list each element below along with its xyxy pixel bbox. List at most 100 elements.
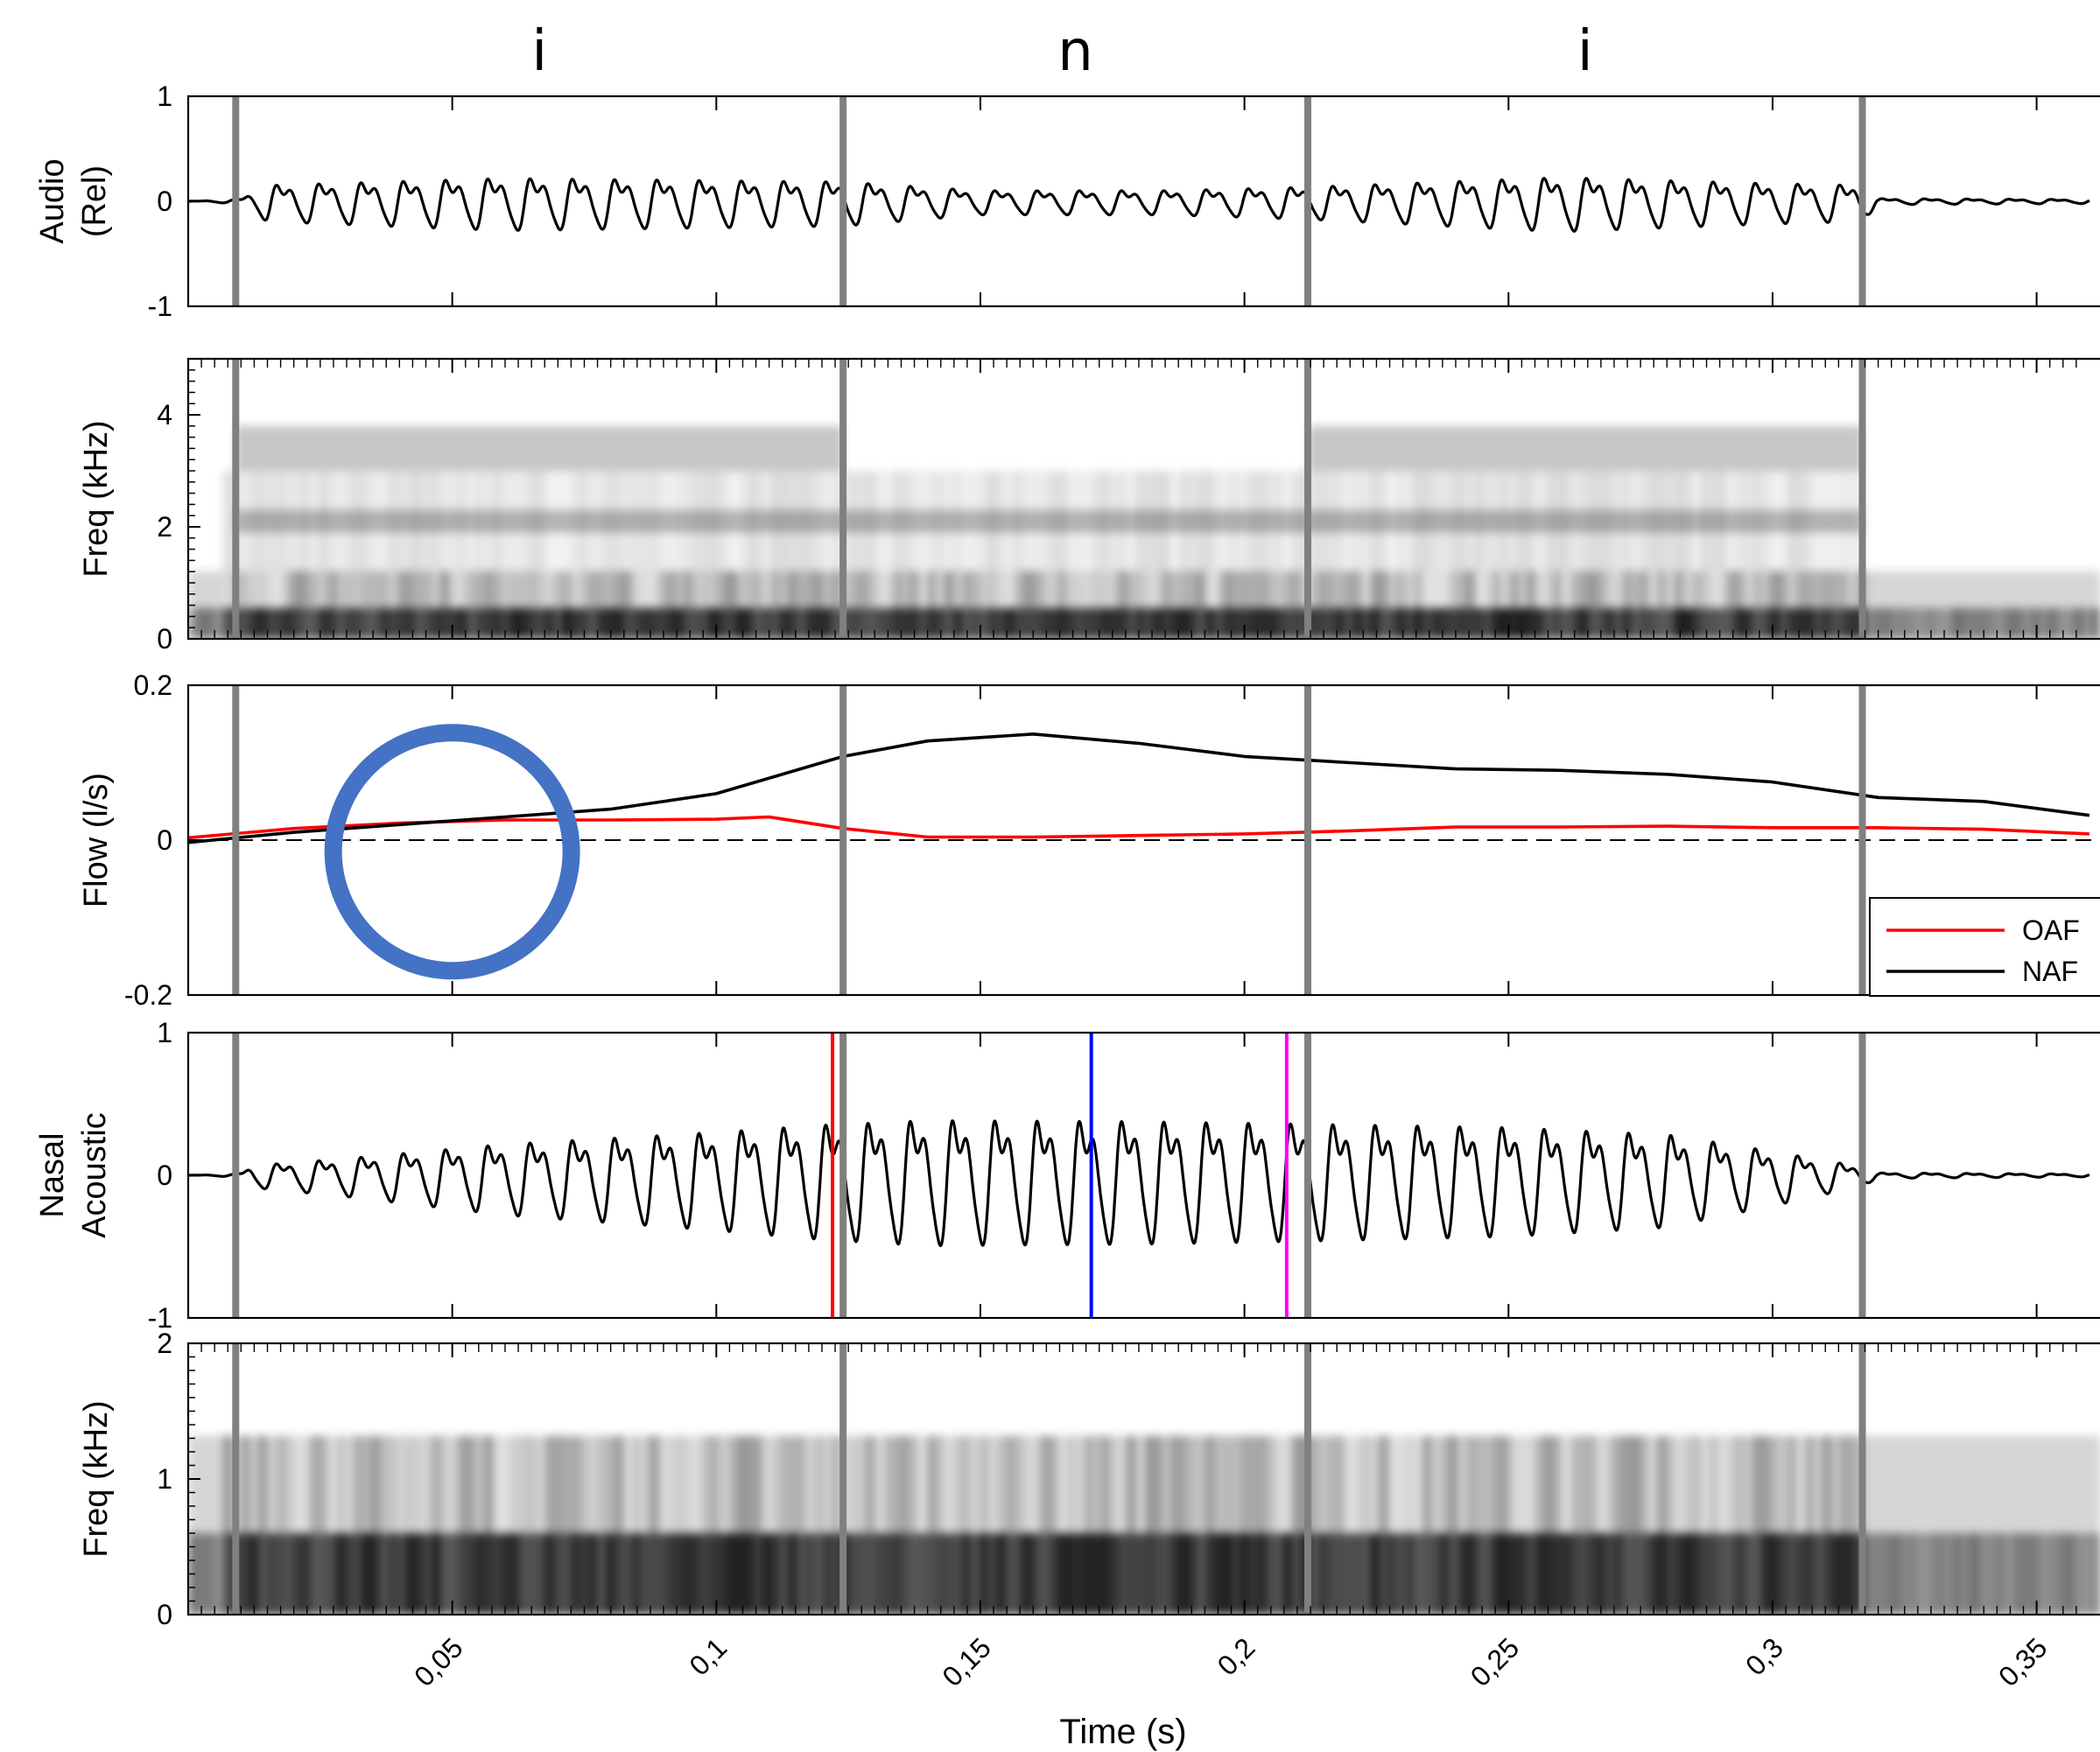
spectrogram-cell (1873, 607, 1884, 639)
spectrogram-cell (1127, 607, 1137, 639)
spectrogram-cell (1083, 1533, 1093, 1615)
spectrogram-cell (1213, 607, 1224, 639)
spectrogram-cell (1379, 607, 1388, 639)
spectrogram-cell (518, 1533, 529, 1615)
spectrogram-cell (2021, 1435, 2032, 1533)
spectrogram-cell (1439, 571, 1450, 608)
spectrogram-cell (605, 1435, 615, 1533)
spectrogram-cell (935, 1533, 945, 1615)
spectrogram-cell (570, 607, 580, 639)
y-tick-label: 2 (157, 511, 172, 543)
spectrogram-cell (1561, 1533, 1571, 1615)
spectrogram-cell (944, 607, 954, 639)
spectrogram-cell (804, 607, 815, 639)
spectrogram-cell (762, 1533, 772, 1615)
spectrogram-cell (1039, 1533, 1050, 1615)
segment-label: i (531, 19, 547, 84)
spectrogram-cell (1787, 607, 1797, 639)
spectrogram-cell (1995, 571, 2005, 608)
y-tick-label: 0 (157, 824, 172, 856)
spectrogram-cell (1543, 571, 1554, 608)
spectrogram-cell (1335, 1435, 1345, 1533)
spectrogram-cell (397, 1435, 407, 1533)
spectrogram-cell (779, 1533, 789, 1615)
spectrogram-cell (1726, 1435, 1737, 1533)
spectrogram-cell (857, 571, 867, 608)
y-tick-label: 0 (157, 623, 172, 655)
spectrogram-cell (1014, 1533, 1024, 1615)
spectrogram-cell (1379, 1435, 1388, 1533)
spectrogram-cell (188, 1435, 198, 1533)
spectrogram-cell (518, 1435, 529, 1533)
spectrogram-cell (753, 607, 763, 639)
spectrogram-cell (631, 571, 642, 608)
spectrogram-cell (1717, 1533, 1728, 1615)
spectrogram-cell (2004, 571, 2014, 608)
spectrogram-cell (353, 571, 363, 608)
spectrogram-cell (996, 607, 1007, 639)
spectrogram-cell (1030, 1533, 1041, 1615)
spectrogram-cell (1240, 607, 1250, 639)
series-nasal_acoustic-line (188, 1119, 2090, 1247)
spectrogram-cell (1726, 571, 1737, 608)
spectrogram-cell (1508, 1435, 1519, 1533)
spectrogram-cell (1848, 1435, 1858, 1533)
y-axis-label: Freq (kHz) (78, 420, 115, 577)
spectrogram-cell (874, 607, 885, 639)
spectrogram-cell (1769, 1533, 1780, 1615)
spectrogram-cell (284, 1435, 294, 1533)
spectrogram-cell (1552, 571, 1563, 608)
spectrogram-cell (1986, 1435, 1997, 1533)
spectrogram-cell (735, 1435, 746, 1533)
spectrogram-cell (1709, 607, 1719, 639)
spectrogram-cell (1448, 1533, 1458, 1615)
spectrogram-cell (640, 571, 650, 608)
spectrogram-cell (944, 1533, 954, 1615)
spectrogram-cell (1257, 1533, 1267, 1615)
spectrogram-cell (1622, 1533, 1632, 1615)
spectrogram-cell (1074, 571, 1085, 608)
y-tick-label: 0 (157, 186, 172, 217)
spectrogram-cell (1109, 1533, 1120, 1615)
spectrogram-cell (405, 607, 416, 639)
spectrogram-cell (1578, 571, 1589, 608)
spectrogram-cell (388, 1533, 398, 1615)
x-tick-label: 0,3 (1739, 1631, 1789, 1681)
spectrogram-cell (544, 571, 554, 608)
spectrogram-cell (1274, 607, 1284, 639)
spectrogram-cell (605, 571, 615, 608)
spectrogram-cell (1014, 1435, 1024, 1533)
spectrogram-cell (1222, 571, 1233, 608)
spectrogram-cell (1335, 571, 1345, 608)
spectrogram-cell (1578, 607, 1589, 639)
spectrogram-cell (649, 1435, 659, 1533)
spectrogram-cell (1265, 607, 1275, 639)
spectrogram-cell (917, 1435, 928, 1533)
spectrogram-cell (831, 1435, 841, 1533)
spectrogram-cell (1526, 1435, 1536, 1533)
spectrogram-cell (1526, 607, 1536, 639)
spectrogram-cell (952, 1435, 963, 1533)
spectrogram-cell (370, 607, 381, 639)
spectrogram-cell (335, 607, 346, 639)
spectrogram-cell (961, 1533, 972, 1615)
spectrogram-cell (692, 607, 702, 639)
spectrogram-cell (874, 1435, 885, 1533)
spectrogram-cell (561, 1435, 572, 1533)
spectrogram-cell (362, 607, 372, 639)
spectrogram-cell (1735, 571, 1745, 608)
spectrogram-cell (431, 607, 441, 639)
spectrogram-cell (1552, 607, 1563, 639)
spectrogram-cell (249, 1533, 259, 1615)
spectrogram-cell (1413, 571, 1423, 608)
spectrogram-cell (1986, 571, 1997, 608)
spectrogram-cell (1118, 571, 1128, 608)
spectrogram-cell (718, 571, 728, 608)
spectrogram-cell (779, 607, 789, 639)
spectrogram-cell (266, 1533, 277, 1615)
spectrogram-cell (1387, 1533, 1397, 1615)
spectrogram-cell (492, 1533, 502, 1615)
spectrogram-cell (1804, 571, 1815, 608)
spectrogram-cell (1873, 571, 1884, 608)
spectrogram-cell (1578, 1435, 1589, 1533)
